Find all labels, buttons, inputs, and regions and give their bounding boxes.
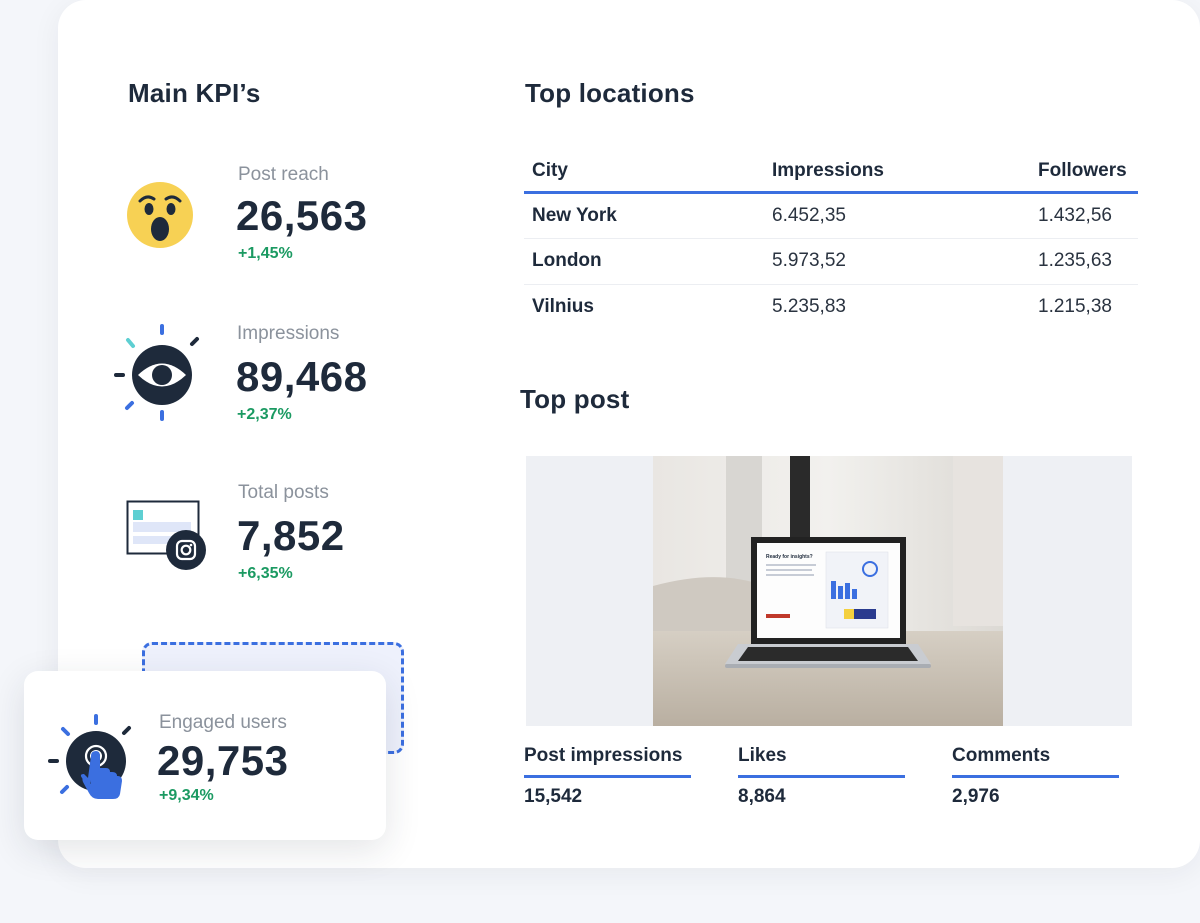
top-post-image[interactable]: Ready for insights? [526,456,1132,726]
kpi-value-post-reach: 26,563 [236,192,368,239]
kpi-delta-post-reach: +1,45% [238,245,293,262]
cell-followers: 1.215,38 [1038,296,1112,318]
stat-label-post-impressions: Post impressions [524,745,691,778]
laptop-photo: Ready for insights? [526,456,1132,726]
kpi-delta-engaged-users: +9,34% [159,787,214,804]
kpi-section-title: Main KPI’s [128,78,261,108]
kpi-label-impressions: Impressions [237,323,340,344]
kpi-value-impressions: 89,468 [236,353,368,400]
eye-icon [110,322,206,427]
table-header-row: City Impressions Followers [524,152,1138,194]
cell-impressions: 5.973,52 [764,238,1030,285]
kpi-delta-impressions: +2,37% [237,406,292,423]
stat-label-comments: Comments [952,745,1119,778]
kpi-value-engaged-users: 29,753 [157,737,289,784]
column-header-followers[interactable]: Followers [1030,152,1138,194]
column-header-city[interactable]: City [524,152,764,194]
table-row[interactable]: Vilnius 5.235,83 1.215,38 [524,284,1138,330]
cell-followers: 1.432,56 [1030,192,1138,239]
cell-impressions: 5.235,83 [772,296,846,318]
cell-city: London [524,238,764,285]
screen-heading: Ready for insights? [766,554,813,560]
kpi-label-post-reach: Post reach [238,164,329,185]
locations-table: City Impressions Followers New York 6.45… [524,152,1138,330]
kpi-value-total-posts: 7,852 [237,512,345,559]
surprised-face-icon [126,181,194,254]
table-row[interactable]: London 5.973,52 1.235,63 [524,238,1138,285]
kpi-label-engaged-users: Engaged users [159,712,287,733]
stat-value-comments: 2,976 [952,786,1000,807]
locations-section-title: Top locations [525,78,695,108]
column-header-impressions[interactable]: Impressions [764,152,1030,194]
cell-city: Vilnius [532,296,594,318]
table-row[interactable]: New York 6.452,35 1.432,56 [524,192,1138,239]
cell-followers: 1.235,63 [1030,238,1138,285]
kpi-delta-total-posts: +6,35% [238,565,293,582]
stat-label-likes: Likes [738,745,905,778]
top-post-section-title: Top post [520,384,630,414]
cell-impressions: 6.452,35 [764,192,1030,239]
stat-value-likes: 8,864 [738,786,786,807]
instagram-post-icon [126,500,208,577]
cell-city: New York [524,192,764,239]
kpi-label-total-posts: Total posts [238,482,329,503]
touch-hand-icon [46,712,136,807]
stat-value-post-impressions: 15,542 [524,786,583,807]
